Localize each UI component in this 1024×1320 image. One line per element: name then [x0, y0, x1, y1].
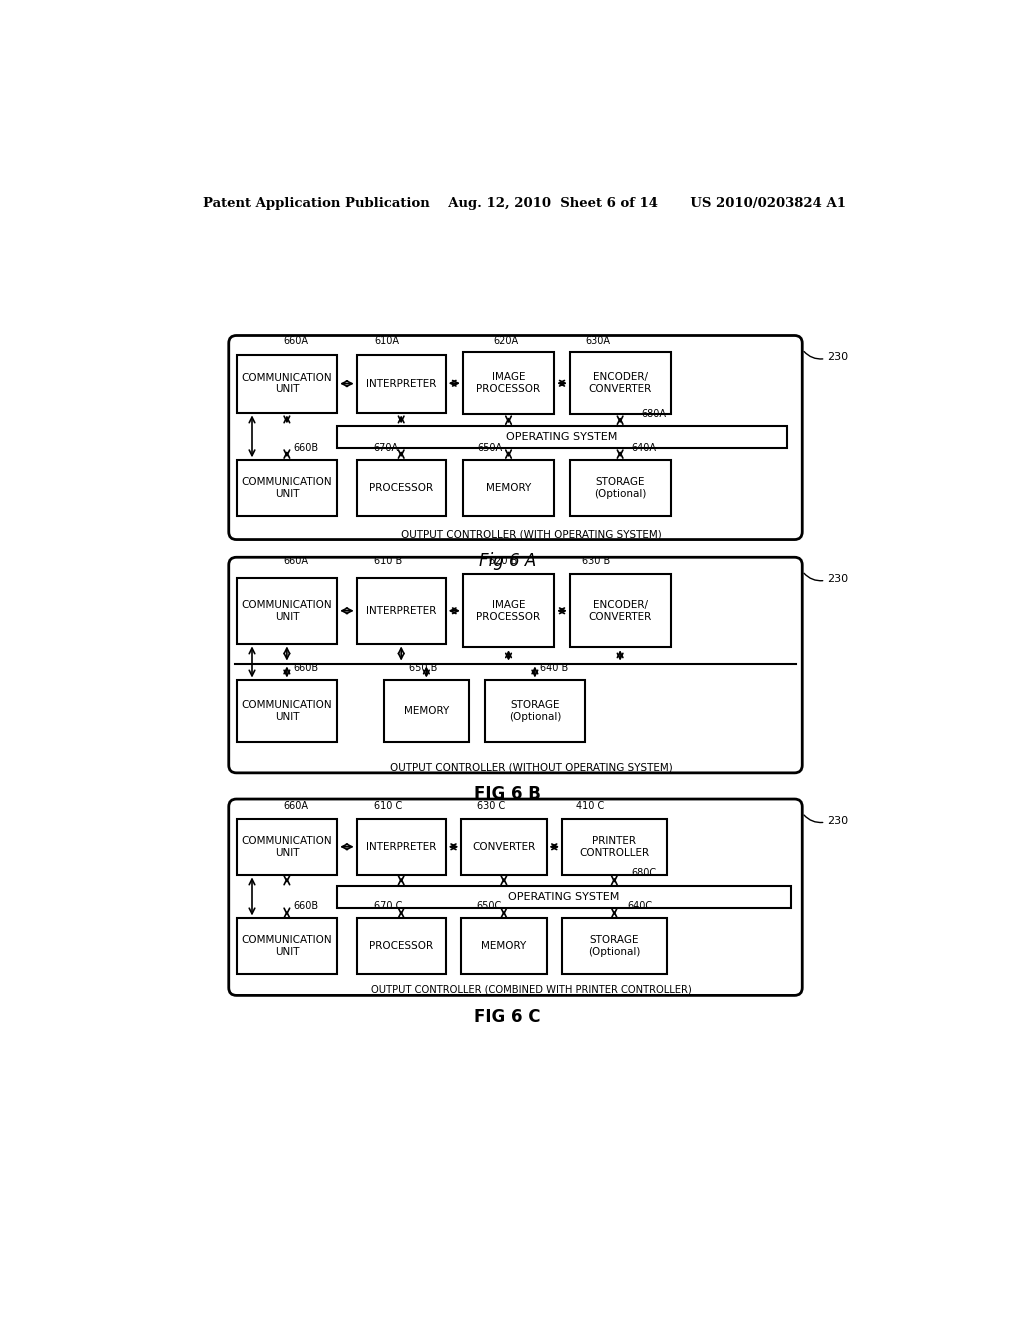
Bar — [356, 919, 445, 974]
Bar — [463, 574, 554, 647]
Text: INTERPRETER: INTERPRETER — [366, 842, 436, 851]
Text: OPERATING SYSTEM: OPERATING SYSTEM — [506, 432, 617, 442]
Text: COMMUNICATION
UNIT: COMMUNICATION UNIT — [242, 836, 332, 858]
Text: 640C: 640C — [628, 900, 653, 911]
Text: 640 B: 640 B — [541, 663, 568, 673]
Text: OUTPUT CONTROLLER (COMBINED WITH PRINTER CONTROLLER): OUTPUT CONTROLLER (COMBINED WITH PRINTER… — [371, 985, 691, 995]
Text: OUTPUT CONTROLLER (WITHOUT OPERATING SYSTEM): OUTPUT CONTROLLER (WITHOUT OPERATING SYS… — [389, 763, 673, 772]
Bar — [562, 919, 667, 974]
Text: 630 B: 630 B — [583, 557, 610, 566]
FancyBboxPatch shape — [228, 557, 802, 774]
Bar — [237, 461, 337, 516]
Text: 610 B: 610 B — [375, 557, 402, 566]
Text: 670 C: 670 C — [375, 900, 402, 911]
Text: 230: 230 — [827, 352, 848, 362]
Text: COMMUNICATION
UNIT: COMMUNICATION UNIT — [242, 701, 332, 722]
Text: 680C: 680C — [632, 867, 656, 878]
Text: 620 B: 620 B — [489, 557, 517, 566]
Text: 660A: 660A — [283, 557, 308, 566]
Text: IMAGE
PROCESSOR: IMAGE PROCESSOR — [476, 601, 541, 622]
Text: 630 C: 630 C — [477, 801, 505, 810]
Text: STORAGE
(Optional): STORAGE (Optional) — [588, 936, 640, 957]
Text: MEMORY: MEMORY — [481, 941, 526, 952]
Text: 650 B: 650 B — [409, 663, 437, 673]
Text: 670A: 670A — [374, 442, 398, 453]
FancyBboxPatch shape — [228, 799, 802, 995]
Bar — [461, 919, 547, 974]
Text: CONVERTER: CONVERTER — [472, 842, 536, 851]
Text: MEMORY: MEMORY — [403, 706, 449, 717]
Text: OUTPUT CONTROLLER (WITH OPERATING SYSTEM): OUTPUT CONTROLLER (WITH OPERATING SYSTEM… — [400, 529, 662, 539]
Bar — [356, 355, 445, 412]
Text: COMMUNICATION
UNIT: COMMUNICATION UNIT — [242, 601, 332, 622]
Bar — [356, 578, 445, 644]
Bar — [237, 681, 337, 742]
Text: 680A: 680A — [641, 409, 666, 418]
Text: 660B: 660B — [294, 900, 318, 911]
Text: 630A: 630A — [586, 335, 610, 346]
Text: COMMUNICATION
UNIT: COMMUNICATION UNIT — [242, 372, 332, 395]
Text: STORAGE
(Optional): STORAGE (Optional) — [509, 701, 561, 722]
Bar — [237, 919, 337, 974]
Text: PROCESSOR: PROCESSOR — [369, 483, 433, 492]
Bar — [569, 461, 671, 516]
Bar — [337, 426, 786, 447]
Text: PRINTER
CONTROLLER: PRINTER CONTROLLER — [580, 836, 649, 858]
Bar — [356, 461, 445, 516]
Text: Patent Application Publication    Aug. 12, 2010  Sheet 6 of 14       US 2010/020: Patent Application Publication Aug. 12, … — [204, 197, 846, 210]
Bar — [562, 818, 667, 875]
Text: IMAGE
PROCESSOR: IMAGE PROCESSOR — [476, 372, 541, 395]
Text: COMMUNICATION
UNIT: COMMUNICATION UNIT — [242, 477, 332, 499]
Bar — [384, 681, 469, 742]
Bar — [569, 574, 671, 647]
Text: 650A: 650A — [477, 442, 503, 453]
Text: 620A: 620A — [494, 335, 519, 346]
Text: 660B: 660B — [294, 442, 318, 453]
Bar — [461, 818, 547, 875]
Bar — [484, 681, 586, 742]
Text: 610 C: 610 C — [375, 801, 402, 810]
Text: 660A: 660A — [283, 801, 308, 810]
Text: PROCESSOR: PROCESSOR — [369, 941, 433, 952]
Text: OPERATING SYSTEM: OPERATING SYSTEM — [508, 892, 620, 902]
Text: 660A: 660A — [283, 335, 308, 346]
Text: FIG 6 C: FIG 6 C — [474, 1008, 541, 1026]
Bar — [463, 461, 554, 516]
Text: MEMORY: MEMORY — [486, 483, 531, 492]
Bar — [237, 818, 337, 875]
Bar — [463, 352, 554, 414]
Text: STORAGE
(Optional): STORAGE (Optional) — [594, 477, 646, 499]
Bar — [337, 886, 791, 908]
Text: 230: 230 — [827, 574, 848, 583]
Bar — [569, 352, 671, 414]
Text: 660B: 660B — [294, 663, 318, 673]
Text: 610A: 610A — [375, 335, 399, 346]
Bar — [356, 818, 445, 875]
Text: ENCODER/
CONVERTER: ENCODER/ CONVERTER — [589, 372, 651, 395]
Text: ENCODER/
CONVERTER: ENCODER/ CONVERTER — [589, 601, 651, 622]
Bar — [237, 578, 337, 644]
Text: INTERPRETER: INTERPRETER — [366, 379, 436, 388]
Text: 650C: 650C — [477, 900, 502, 911]
FancyBboxPatch shape — [228, 335, 802, 540]
Text: 230: 230 — [827, 816, 848, 825]
Bar — [237, 355, 337, 412]
Text: FIG 6 B: FIG 6 B — [474, 785, 542, 804]
Text: COMMUNICATION
UNIT: COMMUNICATION UNIT — [242, 936, 332, 957]
Text: 640A: 640A — [631, 442, 656, 453]
Text: INTERPRETER: INTERPRETER — [366, 606, 436, 615]
Text: Fig 6 A: Fig 6 A — [479, 552, 537, 570]
Text: 410 C: 410 C — [575, 801, 604, 810]
